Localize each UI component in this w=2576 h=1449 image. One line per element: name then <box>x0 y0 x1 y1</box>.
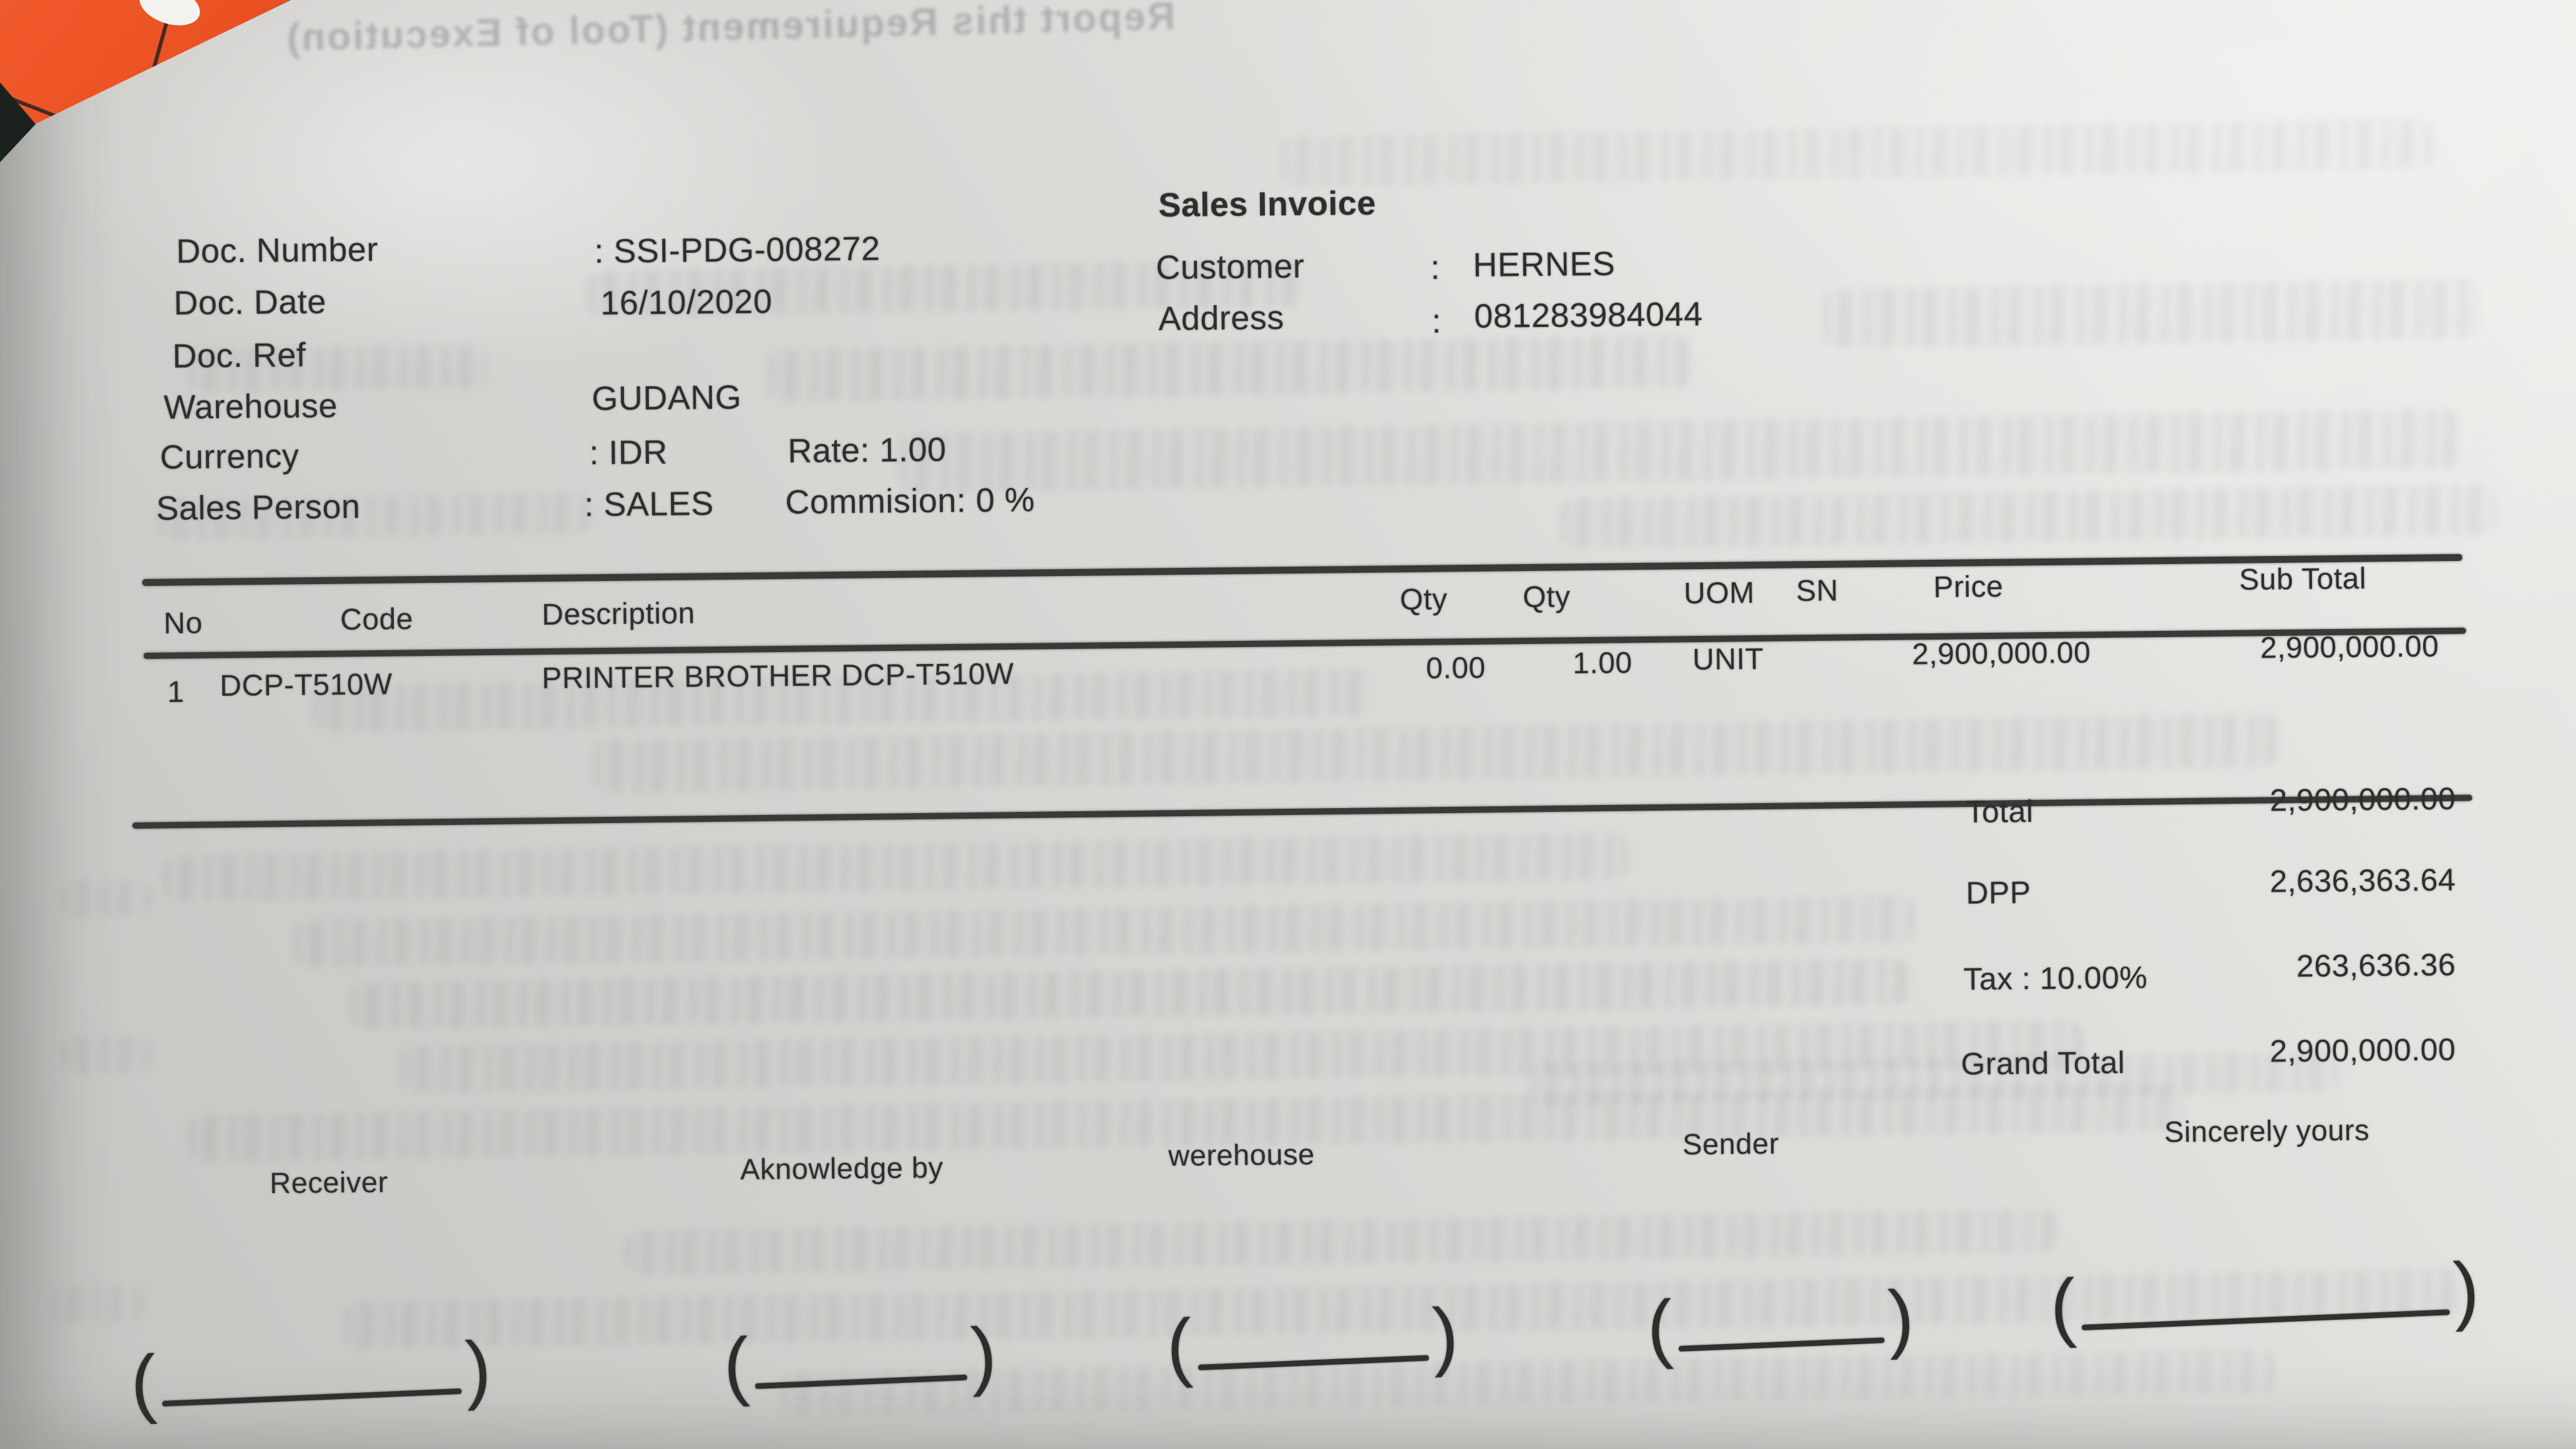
close-paren: ) <box>1886 1274 1916 1360</box>
open-paren: ( <box>721 1322 751 1408</box>
signature-stroke <box>162 1388 462 1407</box>
customer-label: Customer <box>1156 247 1305 286</box>
warehouse-label: Warehouse <box>163 387 338 426</box>
ghost-bleedthrough <box>162 832 1629 902</box>
ghost-bleedthrough <box>779 1349 2278 1416</box>
close-paren: ) <box>969 1311 998 1398</box>
ghost-bleedthrough <box>59 879 154 919</box>
open-paren: ( <box>2048 1263 2078 1349</box>
close-paren: ) <box>2451 1246 2481 1332</box>
signature-label-acknowledge-by: Aknowledge by <box>740 1150 944 1186</box>
address-label: Address <box>1158 299 1285 338</box>
column-header-sn: SN <box>1796 574 1839 608</box>
bleedthrough-text: Report this Requirement (Tool of Executi… <box>285 0 1176 60</box>
column-header-qty-1: Qty <box>1400 583 1448 617</box>
commission-value: Commision: 0 % <box>785 481 1035 521</box>
address-value: 081283984044 <box>1474 295 1703 335</box>
ghost-bleedthrough <box>293 895 1916 968</box>
signature-stroke <box>2081 1309 2450 1331</box>
address-colon: : <box>1432 302 1442 340</box>
ghost-bleedthrough <box>1822 278 2478 349</box>
ghost-bleedthrough <box>1559 484 2497 549</box>
open-paren: ( <box>1164 1303 1194 1389</box>
column-header-no: No <box>163 607 203 640</box>
signature-label-warehouse: werehouse <box>1168 1137 1315 1172</box>
column-header-sub-total: Sub Total <box>2239 562 2367 597</box>
sales-person-value: : SALES <box>584 485 715 524</box>
doc-date-label: Doc. Date <box>173 283 327 322</box>
ghost-bleedthrough <box>349 958 1910 1030</box>
signature-stroke <box>1198 1355 1429 1371</box>
ghost-bleedthrough <box>623 1208 2060 1276</box>
customer-colon: : <box>1430 248 1441 286</box>
doc-date-value: 16/10/2020 <box>600 283 773 322</box>
open-paren: ( <box>129 1339 159 1425</box>
tax-value: 263,636.36 <box>2296 947 2456 984</box>
total-value: 2,900,000.00 <box>2270 781 2456 818</box>
doc-number-value: : SSI-PDG-008272 <box>594 230 881 270</box>
row-description: PRINTER BROTHER DCP-T510W <box>542 657 1015 695</box>
row-qty-ordered: 0.00 <box>1426 651 1486 685</box>
sales-person-label: Sales Person <box>156 487 361 527</box>
ghost-bleedthrough <box>592 713 2278 794</box>
ghost-bleedthrough <box>767 334 1692 402</box>
row-code: DCP-T510W <box>220 668 393 703</box>
page-title: Sales Invoice <box>1158 184 1377 224</box>
row-uom: UNIT <box>1692 642 1764 676</box>
column-header-description: Description <box>542 597 696 632</box>
grand-total-label: Grand Total <box>1961 1045 2125 1081</box>
dpp-label: DPP <box>1966 874 2031 910</box>
currency-value: : IDR <box>589 433 668 472</box>
signature-label-sender: Sender <box>1682 1126 1780 1161</box>
dpp-value: 2,636,363.64 <box>2270 862 2456 899</box>
column-header-qty-2: Qty <box>1523 580 1571 614</box>
table-header-rule <box>143 627 2466 659</box>
signature-stroke <box>1678 1337 1885 1352</box>
signature-line-sender: ( ) <box>1645 1274 1916 1370</box>
currency-label: Currency <box>160 437 300 476</box>
row-no: 1 <box>167 675 185 709</box>
doc-number-label: Doc. Number <box>176 230 379 270</box>
rate-value: Rate: 1.00 <box>788 431 947 470</box>
row-sub-total: 2,900,000.00 <box>2260 630 2439 665</box>
ghost-bleedthrough <box>898 409 2459 493</box>
row-price: 2,900,000.00 <box>1911 636 2091 671</box>
row-qty-shipped: 1.00 <box>1573 646 1632 680</box>
table-top-rule <box>142 554 2462 586</box>
close-paren: ) <box>463 1325 493 1412</box>
signature-label-receiver: Receiver <box>270 1165 388 1199</box>
grand-total-value: 2,900,000.00 <box>2270 1032 2456 1069</box>
ghost-bleedthrough <box>59 1035 154 1075</box>
doc-ref-label: Doc. Ref <box>172 336 306 375</box>
signature-line-acknowledge-by: ( ) <box>721 1311 998 1408</box>
ghost-bleedthrough <box>49 1284 150 1324</box>
column-header-code: Code <box>340 602 414 637</box>
ghost-bleedthrough <box>1279 119 2434 187</box>
folder-sticker <box>134 0 205 33</box>
signature-stroke <box>754 1374 967 1390</box>
signature-line-sincerely-yours: ( ) <box>2048 1246 2481 1349</box>
signature-line-receiver: ( ) <box>129 1325 493 1425</box>
signature-label-sincerely-yours: Sincerely yours <box>2164 1113 2370 1148</box>
warehouse-value: GUDANG <box>592 378 742 417</box>
close-paren: ) <box>1431 1292 1460 1378</box>
total-label: Total <box>1966 793 2034 829</box>
column-header-price: Price <box>1933 570 2004 604</box>
signature-line-warehouse: ( ) <box>1164 1292 1460 1389</box>
open-paren: ( <box>1645 1284 1675 1370</box>
column-header-uom: UOM <box>1684 576 1755 610</box>
customer-value: HERNES <box>1473 245 1616 284</box>
